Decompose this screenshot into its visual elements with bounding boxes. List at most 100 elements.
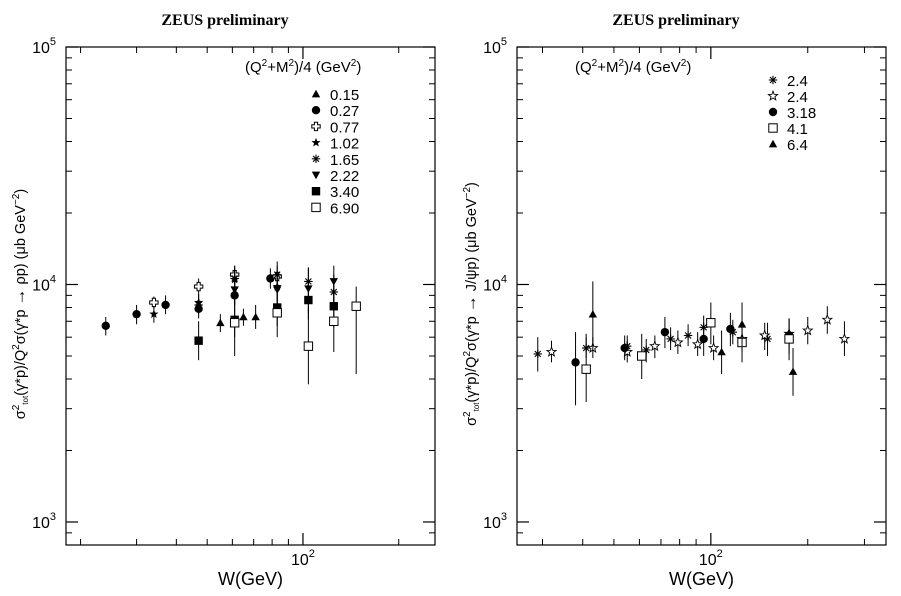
legend-label: 3.18: [787, 105, 816, 122]
data-point: [239, 312, 248, 321]
legend-label: 1.02: [330, 136, 359, 153]
data-point: [707, 341, 720, 353]
y-tick-label: 105: [483, 36, 507, 57]
y-tick-label: 104: [32, 273, 56, 294]
data-point: [193, 281, 204, 292]
data-point: [699, 334, 708, 344]
series-asterisk: [533, 315, 772, 372]
legend-label: 2.4: [787, 89, 808, 106]
data-point: [545, 345, 558, 357]
legend-title: (Q2+M2)/4 (GeV2): [575, 58, 691, 76]
data-point: [637, 351, 647, 361]
data-point: [351, 301, 361, 311]
chart-panel-left: ZEUS preliminary 103 104 105 102 W(GeV) σ2tot…: [0, 0, 450, 591]
legend-item: 4.1: [768, 121, 808, 138]
data-point: [737, 320, 747, 328]
data-point: [581, 364, 591, 374]
plot-frame: [516, 46, 887, 546]
legend-item: 0.77: [311, 119, 359, 136]
legend-label: 0.77: [330, 119, 359, 136]
legend-label: 3.40: [330, 184, 359, 201]
series-cross: [149, 265, 282, 309]
plot-frame: [65, 46, 436, 546]
y-tick-label: 104: [483, 273, 507, 294]
data-point: [149, 309, 159, 319]
series-circle: [571, 312, 794, 406]
data-point: [588, 309, 598, 318]
legend-label: 0.15: [330, 87, 359, 104]
legend-item: 3.40: [311, 184, 359, 201]
data-point: [672, 336, 684, 348]
data-point: [821, 313, 834, 325]
chart-title: ZEUS preliminary: [161, 12, 289, 29]
series-star5: [149, 267, 282, 323]
series-triangle: [216, 304, 260, 333]
legend-item: 3.18: [768, 105, 816, 122]
series-open-star: [545, 306, 851, 363]
data-point: [571, 358, 580, 367]
x-tick-label: 102: [291, 548, 315, 569]
legend-item: 1.02: [311, 136, 359, 153]
data-point: [303, 341, 314, 351]
x-tick-label: 102: [699, 548, 723, 569]
data-point: [838, 332, 851, 344]
legend-item: 0.15: [311, 87, 359, 104]
series-triangle: [588, 281, 798, 396]
legend-item: 2.4: [767, 89, 808, 106]
legend-label: 6.90: [330, 200, 359, 217]
legend-label: 0.27: [330, 103, 359, 120]
data-point: [194, 336, 203, 345]
data-point: [101, 321, 110, 330]
data-point: [726, 324, 735, 334]
data-point: [620, 343, 629, 353]
data-point: [758, 329, 771, 341]
data-point: [666, 334, 675, 344]
chart-title: ZEUS preliminary: [612, 12, 740, 29]
chart-panel-right: ZEUS preliminary 103 104 105 102 W(GeV) σ2tot…: [451, 0, 901, 591]
y-tick-label: 103: [483, 511, 507, 532]
data-point: [717, 347, 726, 356]
series-circle: [101, 268, 275, 336]
data-point: [304, 295, 313, 305]
data-point: [266, 274, 275, 283]
data-point: [788, 367, 798, 375]
series-triangle-down: [230, 265, 338, 313]
data-point: [649, 340, 661, 352]
data-point: [149, 297, 159, 308]
legend-item: 6.4: [768, 137, 808, 154]
legend-label: 2.22: [330, 168, 359, 185]
data-point: [683, 331, 693, 340]
x-axis-label: W(GeV): [669, 569, 734, 589]
series-square: [194, 280, 338, 361]
chart-left: 103 104 105 102 W(GeV) σ2tot(γ*p)/Q2σ(γ*p → ρ…: [10, 36, 436, 589]
data-point: [132, 309, 141, 319]
data-point: [706, 318, 716, 328]
legend-item: 6.90: [311, 200, 359, 217]
x-axis-label: W(GeV): [218, 569, 283, 589]
y-axis-label: σ2tot(γ*p)/Q2σ(γ*p → J/ψp) (μb GeV−2): [461, 182, 481, 426]
data-point: [194, 300, 203, 310]
y-tick-label: 105: [32, 36, 56, 57]
y-tick-label: 103: [32, 511, 56, 532]
legend-item: 2.22: [311, 168, 359, 185]
legend-label: 6.4: [787, 137, 808, 154]
data-point: [784, 334, 794, 344]
data-point: [161, 300, 170, 310]
legend-item: 0.27: [311, 103, 359, 120]
series-open-square: [229, 286, 361, 385]
data-point: [660, 327, 670, 337]
data-point: [691, 338, 704, 350]
legend-item: 1.65: [311, 152, 359, 169]
data-point: [329, 316, 339, 326]
legend-title: (Q2+M2)/4 (GeV2): [245, 58, 361, 76]
data-point: [229, 318, 240, 328]
legend-label: 2.4: [787, 73, 808, 90]
data-point: [533, 349, 542, 359]
data-point: [801, 324, 814, 336]
data-point: [251, 312, 260, 321]
legend-label: 1.65: [330, 152, 359, 169]
legend-item: 2.4: [768, 73, 808, 90]
data-point: [216, 318, 225, 327]
y-axis-label: σ2tot(γ*p)/Q2σ(γ*p → ρp) (μb GeV−2): [10, 189, 30, 419]
